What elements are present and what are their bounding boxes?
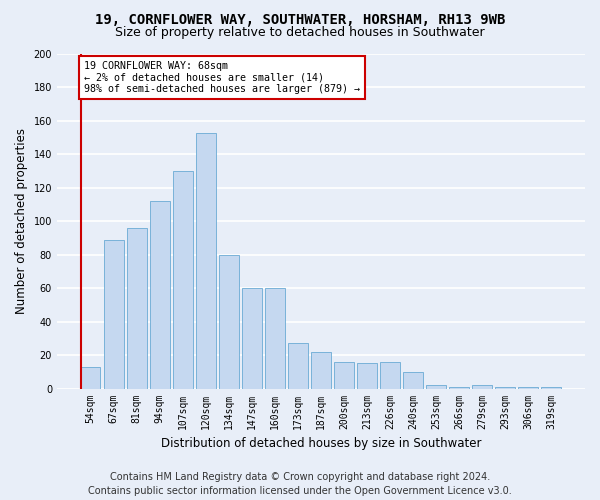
Text: 19, CORNFLOWER WAY, SOUTHWATER, HORSHAM, RH13 9WB: 19, CORNFLOWER WAY, SOUTHWATER, HORSHAM,…	[95, 12, 505, 26]
Bar	[334, 362, 354, 388]
Bar	[265, 288, 284, 388]
Bar	[288, 344, 308, 388]
Bar	[380, 362, 400, 388]
Bar	[449, 387, 469, 388]
Bar	[357, 364, 377, 388]
Y-axis label: Number of detached properties: Number of detached properties	[15, 128, 28, 314]
Bar	[81, 367, 100, 388]
Bar	[541, 387, 561, 388]
Text: 19 CORNFLOWER WAY: 68sqm
← 2% of detached houses are smaller (14)
98% of semi-de: 19 CORNFLOWER WAY: 68sqm ← 2% of detache…	[85, 60, 361, 94]
Bar	[150, 201, 170, 388]
Bar	[311, 352, 331, 389]
Bar	[426, 385, 446, 388]
Bar	[127, 228, 146, 388]
Bar	[518, 387, 538, 388]
Bar	[173, 171, 193, 388]
Bar	[104, 240, 124, 388]
Bar	[219, 254, 239, 388]
Bar	[472, 385, 492, 388]
Bar	[196, 132, 215, 388]
Text: Contains HM Land Registry data © Crown copyright and database right 2024.
Contai: Contains HM Land Registry data © Crown c…	[88, 472, 512, 496]
X-axis label: Distribution of detached houses by size in Southwater: Distribution of detached houses by size …	[161, 437, 481, 450]
Text: Size of property relative to detached houses in Southwater: Size of property relative to detached ho…	[115, 26, 485, 39]
Bar	[403, 372, 423, 388]
Bar	[496, 387, 515, 388]
Bar	[242, 288, 262, 388]
